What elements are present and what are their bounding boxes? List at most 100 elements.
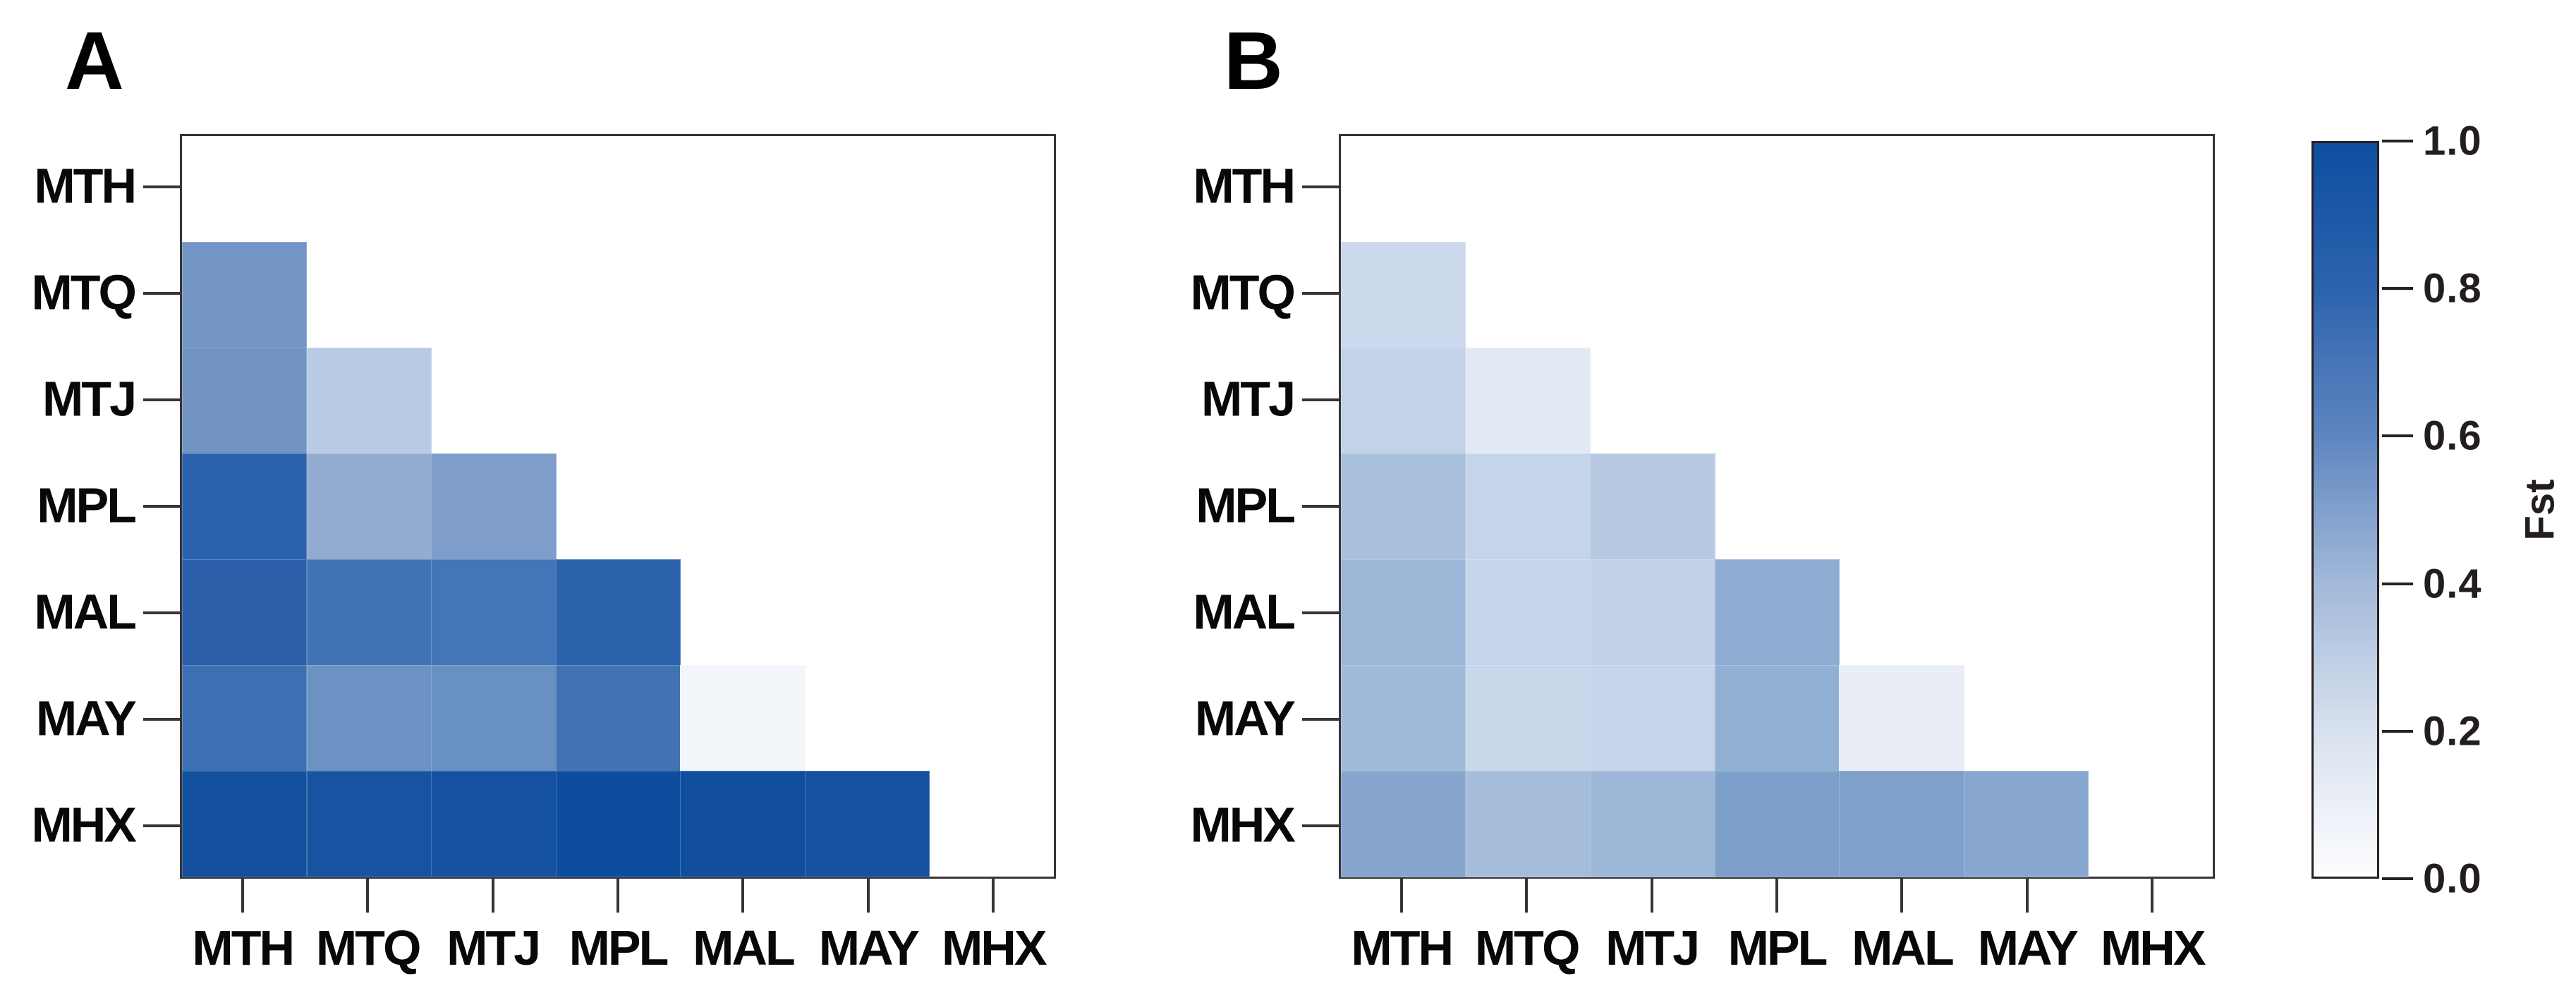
colorbar-tick-label-0.2: 0.2 <box>2423 708 2482 755</box>
heatmap-cell-a-MHX-MTH <box>182 771 308 877</box>
x-tick-b-MAL <box>1900 879 1904 913</box>
heatmap-cell-b-MHX-MTJ <box>1590 771 1715 877</box>
y-axis-label-b-MPL: MPL <box>1196 477 1296 533</box>
heatmap-cell-b-MPL-MTJ <box>1590 453 1715 560</box>
heatmap-cell-a-MAL-MTJ <box>431 559 557 666</box>
colorbar-tick-0.6 <box>2382 434 2413 438</box>
colorbar-tick-label-0.8: 0.8 <box>2423 265 2482 312</box>
y-tick-b-MTQ <box>1302 292 1339 295</box>
y-tick-a-MPL <box>143 505 180 508</box>
y-tick-b-MPL <box>1302 505 1339 508</box>
colorbar-tick-0.0 <box>2382 877 2413 880</box>
heatmap-cell-a-MAY-MAL <box>680 665 806 772</box>
heatmap-cell-b-MAY-MAL <box>1839 665 1964 772</box>
x-tick-a-MTJ <box>491 879 494 913</box>
y-axis-label-a-MTJ: MTJ <box>42 371 137 427</box>
heatmap-cell-b-MAY-MTH <box>1341 665 1466 772</box>
y-tick-a-MTH <box>143 185 180 189</box>
y-axis-label-a-MAL: MAL <box>34 584 137 640</box>
heatmap-cell-a-MTJ-MTH <box>182 348 308 454</box>
x-tick-b-MAY <box>2025 879 2029 913</box>
heatmap-cell-b-MAL-MTQ <box>1465 559 1591 666</box>
y-axis-label-b-MTQ: MTQ <box>1190 264 1296 320</box>
heatmap-cell-a-MHX-MTJ <box>431 771 557 877</box>
heatmap-cell-a-MTQ-MTH <box>182 242 308 348</box>
heatmap-cell-b-MHX-MPL <box>1714 771 1840 877</box>
x-axis-label-a-MTH: MTH <box>192 920 295 975</box>
y-tick-a-MTQ <box>143 292 180 295</box>
heatmap-cell-a-MHX-MTQ <box>306 771 432 877</box>
x-tick-b-MPL <box>1775 879 1778 913</box>
x-axis-label-a-MPL: MPL <box>569 920 669 975</box>
y-tick-a-MAL <box>143 611 180 614</box>
colorbar-tick-label-0.4: 0.4 <box>2423 561 2482 607</box>
panel-b: MTH MTQ MTJ MPL MAL MAY MHX MTH MTQ MTJ MPL MAL MAY M… <box>1190 134 2215 975</box>
x-axis-label-b-MAL: MAL <box>1852 920 1955 975</box>
x-axis-label-b-MHX: MHX <box>2101 920 2206 975</box>
heatmap-cell-b-MPL-MTH <box>1341 453 1466 560</box>
x-axis-label-b-MTH: MTH <box>1351 920 1454 975</box>
y-axis-label-b-MAL: MAL <box>1193 584 1296 640</box>
colorbar-tick-0.4 <box>2382 582 2413 585</box>
y-axis-label-b-MTJ: MTJ <box>1201 371 1296 427</box>
panel-a: MTH MTQ MTJ MPL MAL MAY MHX MTH MTQ MTJ MPL MAL MAY M… <box>31 134 1056 975</box>
heatmap-cell-a-MAY-MPL <box>555 665 681 772</box>
x-tick-a-MHX <box>992 879 995 913</box>
y-tick-b-MTH <box>1302 185 1339 189</box>
heatmap-cell-a-MHX-MAY <box>804 771 930 877</box>
colorbar-gradient <box>2311 141 2379 879</box>
heatmap-b-plot-area <box>1339 134 2215 879</box>
x-axis-label-b-MAY: MAY <box>1977 920 2079 975</box>
x-axis-label-a-MTJ: MTJ <box>446 920 541 975</box>
colorbar-tick-label-1.0: 1.0 <box>2423 118 2482 164</box>
y-tick-b-MHX <box>1302 824 1339 827</box>
x-axis-label-b-MTQ: MTQ <box>1474 920 1581 975</box>
x-tick-b-MHX <box>2151 879 2154 913</box>
heatmap-cell-b-MHX-MTQ <box>1465 771 1591 877</box>
heatmap-cell-a-MHX-MAL <box>680 771 806 877</box>
y-axis-label-b-MHX: MHX <box>1190 796 1296 852</box>
x-axis-label-a-MHX: MHX <box>942 920 1047 975</box>
x-tick-b-MTQ <box>1525 879 1529 913</box>
x-tick-a-MAY <box>866 879 870 913</box>
heatmap-cell-a-MAL-MPL <box>555 559 681 666</box>
heatmap-a-plot-area <box>180 134 1056 879</box>
heatmap-cell-b-MAY-MTQ <box>1465 665 1591 772</box>
heatmap-cell-b-MPL-MTQ <box>1465 453 1591 560</box>
colorbar: 1.0 0.8 0.6 0.4 0.2 0.0 <box>2311 118 2481 902</box>
y-tick-a-MTJ <box>143 398 180 402</box>
x-tick-b-MTH <box>1399 879 1403 913</box>
heatmap-cell-b-MTJ-MTH <box>1341 348 1466 454</box>
heatmap-cell-a-MPL-MTQ <box>306 453 432 560</box>
panel-title-b: B <box>1224 15 1283 106</box>
x-tick-a-MPL <box>616 879 619 913</box>
panel-title-a: A <box>65 15 124 106</box>
heatmap-cell-a-MPL-MTJ <box>431 453 557 560</box>
heatmap-cell-a-MAL-MTQ <box>306 559 432 666</box>
y-tick-b-MAL <box>1302 611 1339 614</box>
colorbar-tick-0.2 <box>2382 729 2413 733</box>
x-tick-b-MTJ <box>1650 879 1653 913</box>
x-tick-a-MAL <box>741 879 745 913</box>
colorbar-tick-label-0.0: 0.0 <box>2423 855 2482 902</box>
y-tick-a-MHX <box>143 824 180 827</box>
heatmap-cell-b-MHX-MAY <box>1963 771 2089 877</box>
heatmap-cell-b-MAL-MTH <box>1341 559 1466 666</box>
heatmap-cell-a-MPL-MTH <box>182 453 308 560</box>
x-axis-label-a-MAL: MAL <box>693 920 796 975</box>
heatmap-cell-a-MAY-MTJ <box>431 665 557 772</box>
y-tick-b-MAY <box>1302 717 1339 721</box>
heatmap-cell-a-MTJ-MTQ <box>306 348 432 454</box>
y-axis-label-a-MTQ: MTQ <box>31 264 137 320</box>
heatmap-cell-b-MTQ-MTH <box>1341 242 1466 348</box>
colorbar-tick-1.0 <box>2382 140 2413 142</box>
y-axis-label-b-MAY: MAY <box>1194 690 1296 746</box>
heatmap-cell-b-MAY-MPL <box>1714 665 1840 772</box>
heatmap-cell-b-MAY-MTJ <box>1590 665 1715 772</box>
x-axis-label-a-MTQ: MTQ <box>315 920 422 975</box>
y-axis-label-a-MPL: MPL <box>37 477 137 533</box>
y-axis-label-b-MTH: MTH <box>1193 158 1296 214</box>
x-axis-label-b-MTJ: MTJ <box>1605 920 1700 975</box>
heatmap-cell-a-MAY-MTQ <box>306 665 432 772</box>
